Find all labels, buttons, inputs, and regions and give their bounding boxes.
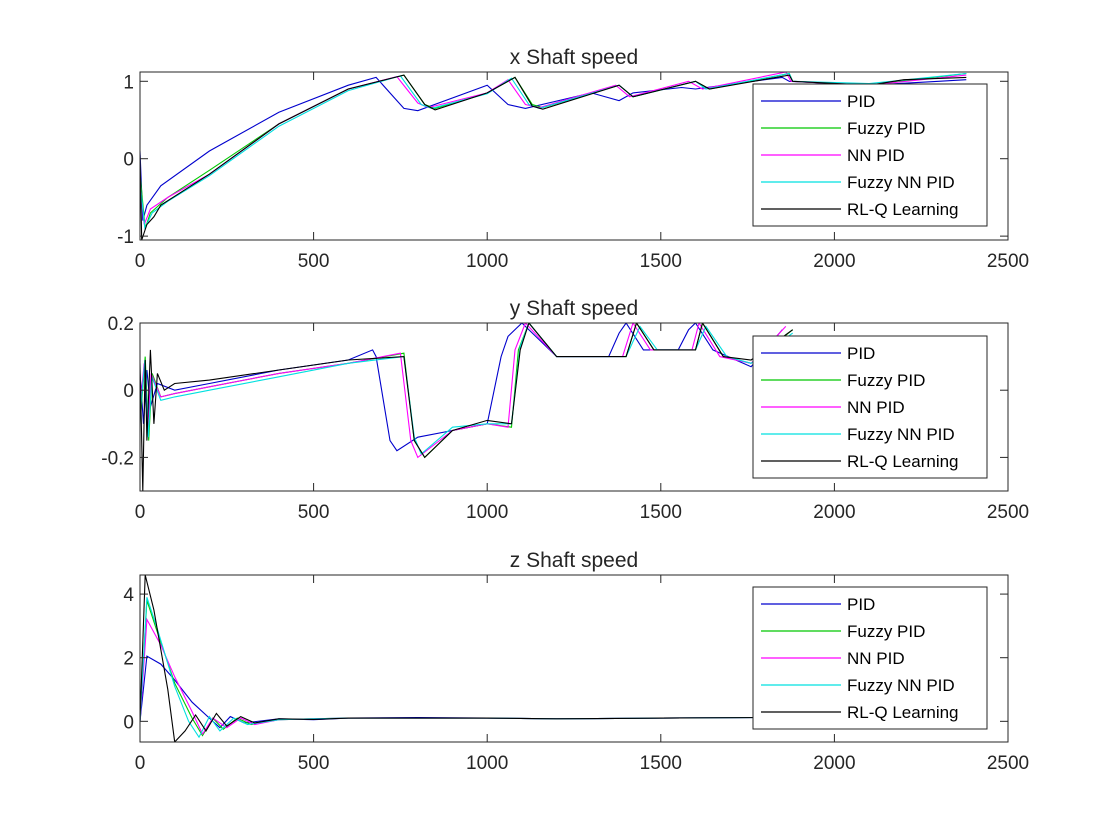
series-line-fuzzy-nn-pid [140,323,794,455]
series-line-rl-q-learning [140,323,794,491]
legend-label: NN PID [847,146,905,165]
axes-box [139,574,1009,743]
legend: PID Fuzzy PID NN PID Fuzzy NN PID RL-Q Learn… [752,335,988,479]
legend-label: NN PID [847,398,905,417]
series-line-nn-pid [140,72,967,225]
y-tick-label: 1 [123,72,134,93]
subplot-2: y Shaft speed 0 500 1000 1500 2000 2500 -0.2 0 0.… [101,297,1029,523]
x-tick-label: 2000 [813,251,855,272]
legend: PID Fuzzy PID NN PID Fuzzy NN PID RL-Q Learn… [752,586,988,730]
x-tick-label: 0 [135,502,146,523]
legend-label: Fuzzy PID [847,622,925,641]
x-tick-label: 1000 [466,251,508,272]
y-tick-label: 0 [123,150,134,171]
x-tick-label: 2500 [987,251,1029,272]
legend-label: PID [847,92,875,111]
legend-label: Fuzzy NN PID [847,173,955,192]
y-tick-label: 0 [123,381,134,402]
legend-label: RL-Q Learning [847,452,959,471]
legend-label: Fuzzy PID [847,371,925,390]
series-line-pid [140,323,783,452]
legend: PID Fuzzy PID NN PID Fuzzy NN PID RL-Q Learn… [752,83,988,227]
series-line-fuzzy-pid [140,323,794,459]
x-tick-label: 500 [298,502,330,523]
series-line-nn-pid [140,323,787,459]
legend-label: PID [847,344,875,363]
legend-label: Fuzzy NN PID [847,425,955,444]
legend-label: Fuzzy NN PID [847,676,955,695]
y-tick-label: 2 [123,649,134,670]
y-tick-label: 0.2 [108,314,134,335]
x-tick-label: 500 [298,251,330,272]
legend-label: PID [847,595,875,614]
y-tick-label: 0 [123,712,134,733]
x-tick-label: 0 [135,753,146,774]
series-group [140,575,967,742]
x-tick-label: 1000 [466,502,508,523]
subplot-title: z Shaft speed [510,549,638,572]
legend-label: Fuzzy PID [847,119,925,138]
series-group [140,72,967,240]
series-line-pid [140,76,967,221]
legend-label: NN PID [847,649,905,668]
x-tick-label: 1500 [640,251,682,272]
x-tick-label: 1500 [640,753,682,774]
y-tick-label: -0.2 [101,448,134,469]
axes-box [139,71,1009,241]
x-tick-label: 2000 [813,753,855,774]
x-tick-label: 2500 [987,502,1029,523]
subplot-title: y Shaft speed [510,297,638,320]
axes-box [139,322,1009,492]
series-line-rl-q-learning [140,575,967,742]
y-tick-label: 4 [123,585,134,606]
series-group [140,323,794,491]
series-line-rl-q-learning [140,74,967,240]
x-tick-label: 0 [135,251,146,272]
subplot-title: x Shaft speed [510,46,638,69]
x-tick-label: 500 [298,753,330,774]
x-tick-label: 1500 [640,502,682,523]
legend-label: RL-Q Learning [847,703,959,722]
x-tick-label: 2500 [987,753,1029,774]
legend-label: RL-Q Learning [847,200,959,219]
subplot-3: z Shaft speed 0 500 1000 1500 2000 2500 0 2 4 PID F… [123,549,1029,774]
x-tick-label: 1000 [466,753,508,774]
y-tick-label: -1 [117,227,134,248]
x-tick-label: 2000 [813,502,855,523]
